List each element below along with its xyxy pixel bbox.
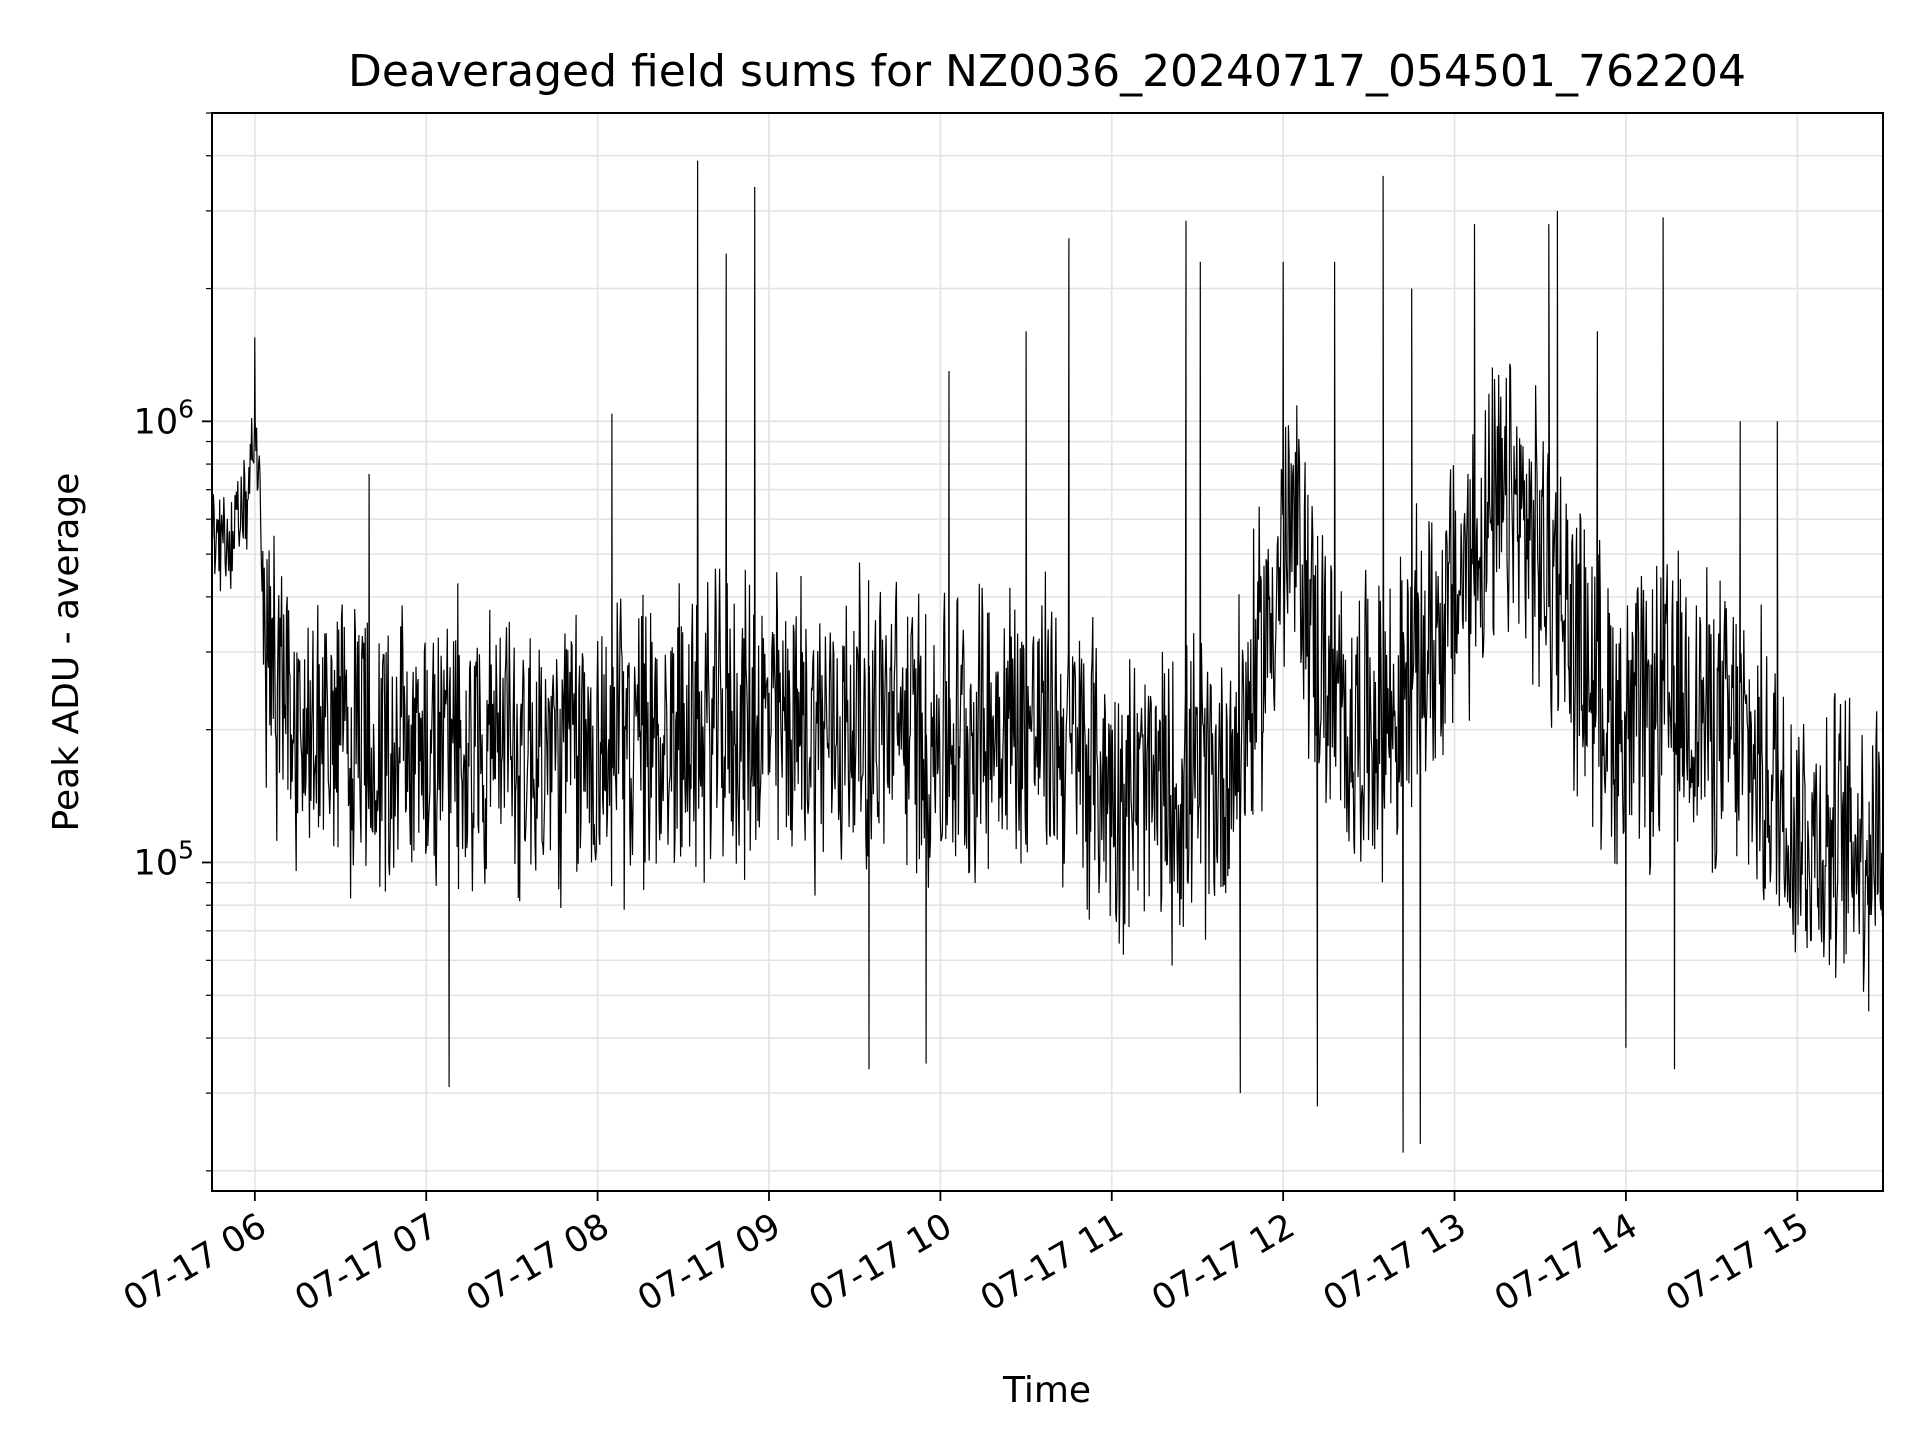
plot-area [212, 160, 1883, 1153]
y-axis-label: Peak ADU - average [46, 473, 87, 832]
y-tick-label: 106 [134, 394, 194, 442]
y-tick-label: 105 [134, 835, 194, 883]
y-axis: 105 106 [134, 112, 212, 1172]
chart-title: Deaveraged field sums for NZ0036_2024071… [348, 46, 1746, 97]
x-axis-label: Time [1002, 1370, 1091, 1411]
series-line [212, 160, 1883, 1153]
